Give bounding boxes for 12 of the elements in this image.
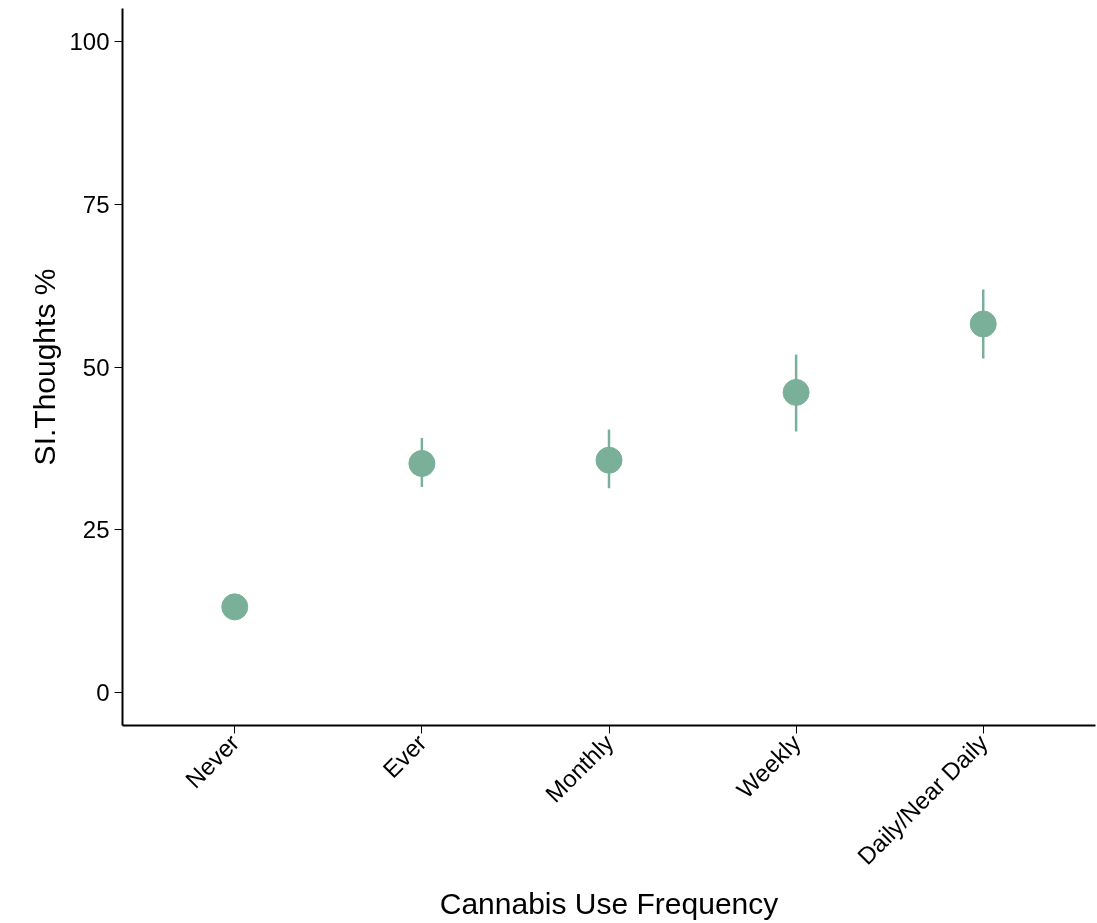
y-tick-label: 50 (82, 353, 110, 381)
y-axis-title: SI.Thoughts % (28, 268, 62, 466)
point (782, 378, 810, 406)
x-axis-title: Cannabis Use Frequency (439, 887, 779, 921)
y-tick-label: 25 (82, 516, 110, 544)
point (595, 446, 623, 474)
y-tick-label: 100 (69, 27, 110, 55)
y-tick-label: 75 (82, 190, 110, 218)
point (408, 449, 436, 477)
point (221, 593, 249, 621)
y-tick-label: 0 (96, 679, 110, 707)
point (969, 310, 997, 338)
